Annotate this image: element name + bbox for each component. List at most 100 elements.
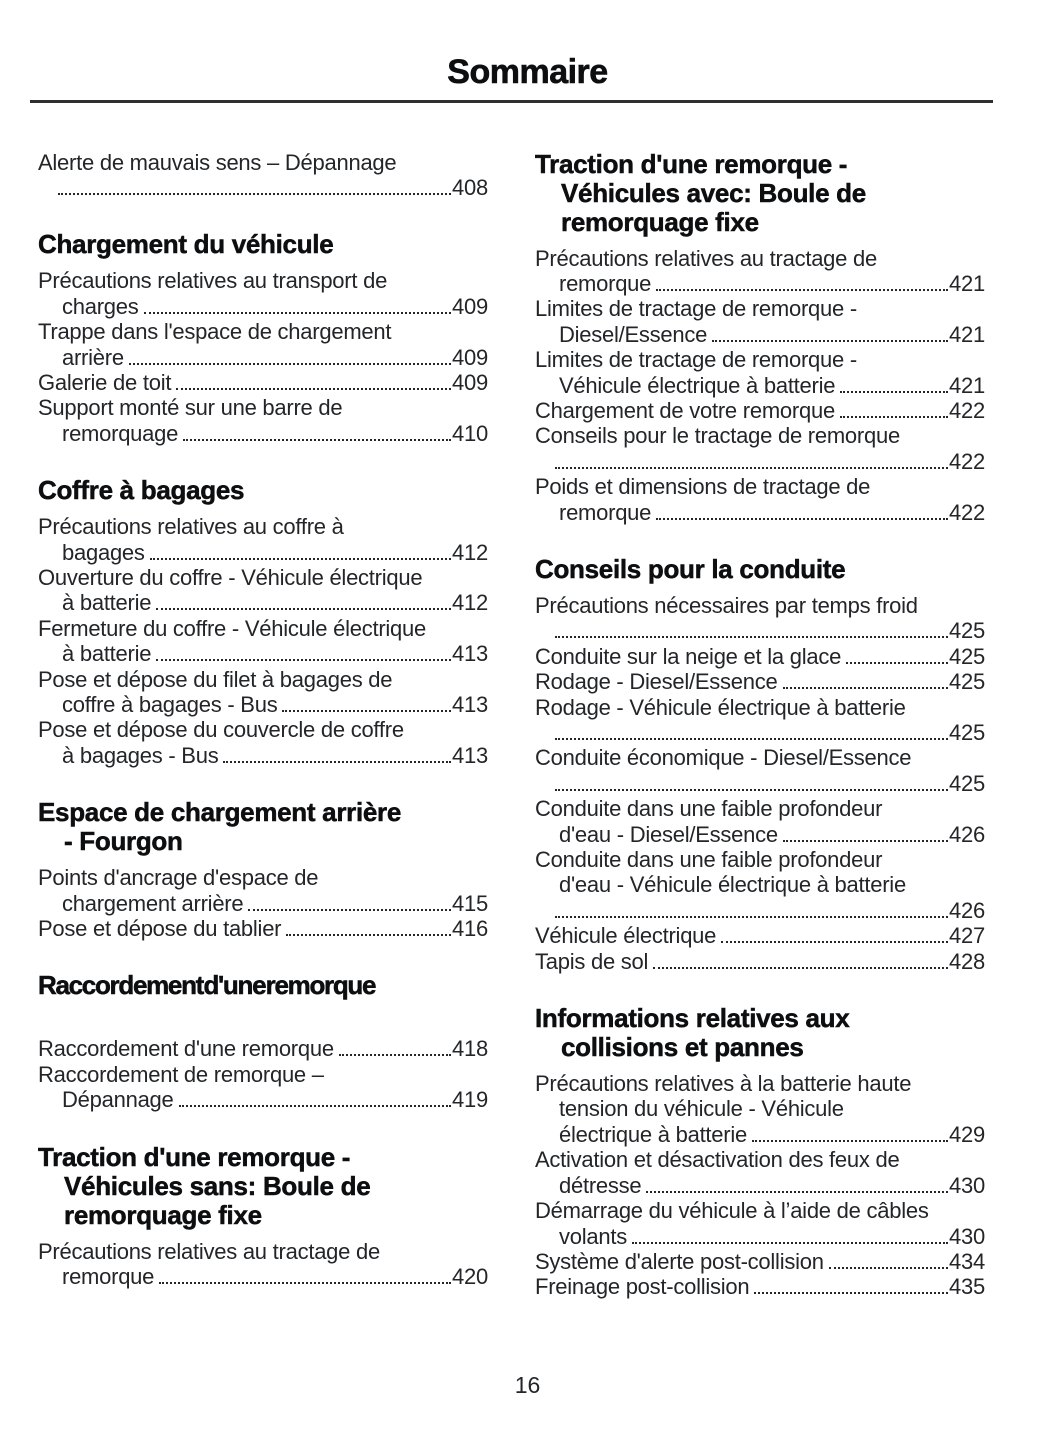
toc-entry[interactable]: Pose et dépose du tablier 416 xyxy=(38,916,488,941)
toc-entry[interactable]: Rodage - Véhicule électrique à batterie 4… xyxy=(535,695,985,746)
toc-entry[interactable]: Galerie de toit 409 xyxy=(38,370,488,395)
toc-entry-page-number: 430 xyxy=(949,1223,985,1249)
toc-entry-page-number: 420 xyxy=(452,1264,488,1290)
toc-entry-label-line: tension du véhicule - Véhicule xyxy=(559,1096,844,1122)
dot-leader xyxy=(58,192,452,195)
toc-section-heading: Conseils pour la conduite xyxy=(535,553,985,584)
toc-entry[interactable]: Conduite dans une faible profondeur d'eau… xyxy=(535,796,985,847)
toc-entry[interactable]: Conduite sur la neige et la glace 425 xyxy=(535,644,985,669)
dot-leader xyxy=(183,438,452,441)
toc-entry[interactable]: Précautions relatives au tractage de remo… xyxy=(38,1239,488,1290)
dot-leader xyxy=(286,934,452,937)
dot-leader xyxy=(555,466,949,469)
toc-entry-label: d'eau - Diesel/Essence xyxy=(559,821,778,847)
toc-entry-page-number: 412 xyxy=(452,539,488,565)
toc-entry[interactable]: Ouverture du coffre - Véhicule électriqu… xyxy=(38,565,488,616)
toc-entry[interactable]: Points d'ancrage d'espace de chargement a… xyxy=(38,865,488,916)
toc-entry-label: Tapis de sol xyxy=(535,948,649,974)
toc-entry[interactable]: Système d'alerte post-collision 434 xyxy=(535,1249,985,1274)
toc-entry[interactable]: Limites de tractage de remorque - Véhicul… xyxy=(535,347,985,398)
toc-section-heading: Coffre à bagages xyxy=(38,475,488,506)
dot-leader xyxy=(631,1241,949,1244)
toc-entry-label-line: Support monté sur une barre de xyxy=(38,395,343,421)
toc-entry[interactable]: Chargement de votre remorque 422 xyxy=(535,398,985,423)
toc-entry[interactable]: Raccordement de remorque – Dépannage 419 xyxy=(38,1062,488,1113)
toc-entry[interactable]: Rodage - Diesel/Essence 425 xyxy=(535,669,985,694)
dot-leader xyxy=(751,1139,949,1142)
toc-entry[interactable]: Conduite dans une faible profondeur d'eau… xyxy=(535,847,985,923)
toc-entry-label: Véhicule électrique xyxy=(535,923,717,949)
toc-entry-label-line: Fermeture du coffre - Véhicule électriqu… xyxy=(38,615,426,641)
toc-section: Raccordement d'une remorque Raccordement … xyxy=(38,970,488,1113)
toc-entry[interactable]: Précautions relatives au tractage de remo… xyxy=(535,246,985,297)
dot-leader xyxy=(149,557,452,560)
toc-entry[interactable]: Pose et dépose du filet à bagages de coff… xyxy=(38,667,488,718)
toc-entry[interactable]: Conseils pour le tractage de remorque 422 xyxy=(535,423,985,474)
dot-leader xyxy=(156,608,452,611)
toc-entry-label: remorque xyxy=(559,270,652,296)
toc-entry-page-number: 421 xyxy=(949,321,985,347)
toc-entry-page-number: 415 xyxy=(452,890,488,916)
toc-entry-label-line: Poids et dimensions de tractage de xyxy=(535,474,871,500)
toc-entry-page-number: 425 xyxy=(949,618,985,644)
toc-entry-page-number: 427 xyxy=(949,923,985,949)
toc-entry-label-line: Ouverture du coffre - Véhicule électriqu… xyxy=(38,564,423,590)
toc-entry[interactable]: Raccordement d'une remorque 418 xyxy=(38,1036,488,1061)
toc-section-heading-line: remorquage fixe xyxy=(561,206,760,237)
toc-entry-page-number: 412 xyxy=(452,590,488,616)
toc-section-heading-line: Véhicules avec: Boule de xyxy=(561,177,867,208)
toc-entry[interactable]: Véhicule électrique 427 xyxy=(535,923,985,948)
toc-entry-page-number: 410 xyxy=(452,420,488,446)
toc-entry[interactable]: Précautions relatives au coffre à bagages… xyxy=(38,514,488,565)
toc-entry-label: remorque xyxy=(559,499,652,525)
toc-entry-label-line: Précautions relatives au coffre à xyxy=(38,514,344,540)
toc-entry-page-number: 425 xyxy=(949,669,985,695)
toc-entry-page-number: 421 xyxy=(949,372,985,398)
toc-section-heading-line: Coffre à bagages xyxy=(38,475,245,506)
dot-leader xyxy=(223,760,452,763)
toc-entry-page-number: 416 xyxy=(452,916,488,942)
toc-entry[interactable]: Poids et dimensions de tractage de remorq… xyxy=(535,474,985,525)
toc-entry-label: à batterie xyxy=(62,641,152,667)
toc-section: Conseils pour la conduite Précautions néc… xyxy=(535,553,985,974)
toc-section-heading: Traction d'une remorque - Véhicules avec:… xyxy=(535,149,985,237)
toc-entry[interactable]: Trappe dans l'espace de chargement arrièr… xyxy=(38,319,488,370)
toc-entry[interactable]: Support monté sur une barre de remorquage… xyxy=(38,395,488,446)
toc-entry-page-number: 409 xyxy=(452,293,488,319)
toc-entry[interactable]: Alerte de mauvais sens – Dépannage 408 xyxy=(38,150,488,201)
toc-section: Coffre à bagages Précautions relatives au… xyxy=(38,475,488,768)
toc-entry-label: remorque xyxy=(62,1264,155,1290)
toc-entry-label: Chargement de votre remorque xyxy=(535,397,835,423)
toc-entry-page-number: 425 xyxy=(949,770,985,796)
toc-entry[interactable]: Précautions relatives à la batterie haut… xyxy=(535,1071,985,1147)
toc-entry[interactable]: Limites de tractage de remorque - Diesel/… xyxy=(535,296,985,347)
toc-section-heading: Traction d'une remorque - Véhicules sans:… xyxy=(38,1142,488,1230)
toc-entry-label-line: Démarrage du véhicule à l’aide de câbles xyxy=(535,1198,929,1224)
toc-entry-label: chargement arrière xyxy=(62,890,244,916)
toc-section-heading-line: Informations relatives aux xyxy=(535,1003,850,1034)
toc-entry-label-line: Conduite dans une faible profondeur xyxy=(535,847,883,873)
toc-entry[interactable]: Pose et dépose du couvercle de coffre à b… xyxy=(38,717,488,768)
toc-entry[interactable]: Tapis de sol 428 xyxy=(535,949,985,974)
toc-entry[interactable]: Freinage post-collision 435 xyxy=(535,1274,985,1299)
toc-section-heading: Raccordement d'une remorque xyxy=(38,970,488,1001)
toc-entry[interactable]: Fermeture du coffre - Véhicule électriqu… xyxy=(38,616,488,667)
toc-section-heading-line: Raccordement d'une remorque xyxy=(38,970,377,1001)
toc-section-heading-line: - Fourgon xyxy=(64,826,183,857)
toc-entry-page-number: 435 xyxy=(949,1274,985,1300)
toc-entry[interactable]: Conduite économique - Diesel/Essence 425 xyxy=(535,745,985,796)
toc-entry[interactable]: Démarrage du véhicule à l’aide de câbles… xyxy=(535,1198,985,1249)
dot-leader xyxy=(754,1292,949,1295)
toc-entry-label-line: Limites de tractage de remorque - xyxy=(535,296,857,322)
toc-entry-page-number: 409 xyxy=(452,344,488,370)
toc-entry[interactable]: Activation et désactivation des feux de d… xyxy=(535,1147,985,1198)
toc-column-right: Traction d'une remorque - Véhicules avec:… xyxy=(535,149,985,1300)
toc-section-heading-line: Conseils pour la conduite xyxy=(535,553,846,584)
toc-entry-label: Freinage post-collision xyxy=(535,1274,750,1300)
toc-entry-label: Galerie de toit xyxy=(38,369,172,395)
toc-entry-page-number: 425 xyxy=(949,720,985,745)
toc-entry-label-line: Précautions relatives au transport de xyxy=(38,268,388,294)
toc-entry[interactable]: Précautions nécessaires par temps froid 4… xyxy=(535,593,985,644)
toc-entry[interactable]: Précautions relatives au transport de cha… xyxy=(38,268,488,319)
